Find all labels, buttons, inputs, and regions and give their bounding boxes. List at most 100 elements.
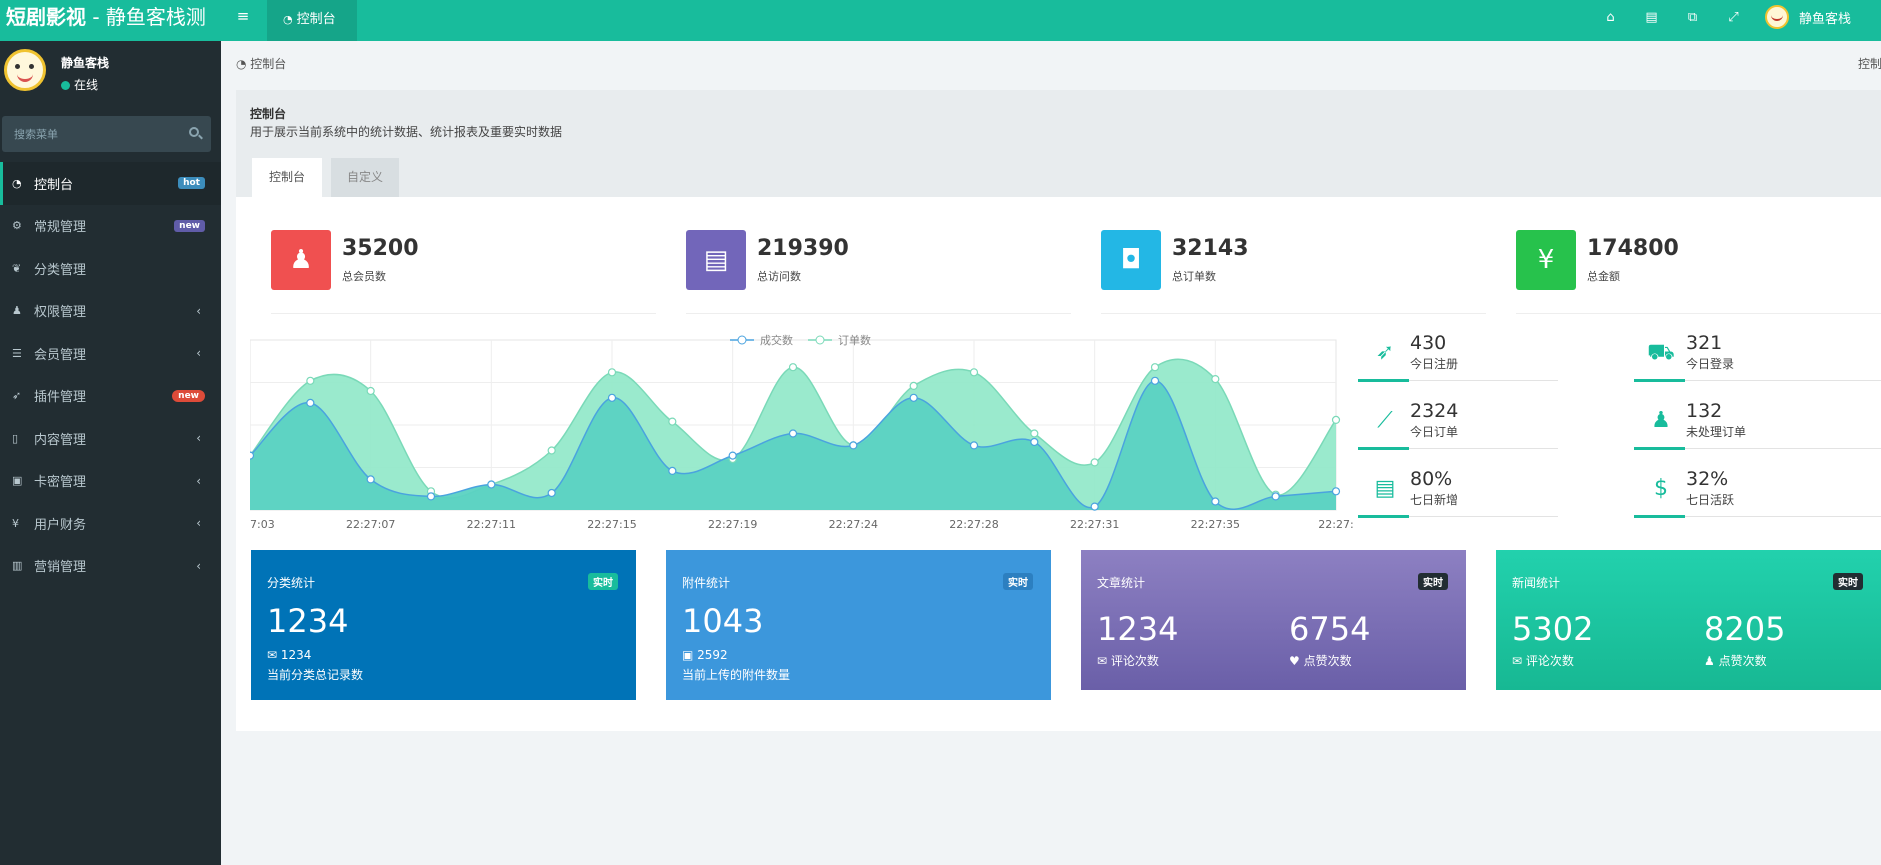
card-category-stats: 分类统计 实时 1234 ✉ 1234 当前分类总记录数 xyxy=(251,550,636,700)
realtime-badge: 实时 xyxy=(1003,573,1033,590)
breadcrumb-right[interactable]: 控制 xyxy=(1858,57,1881,71)
dashboard-icon: ◔ xyxy=(283,13,293,26)
sidebar-item-dashboard[interactable]: ◔ 控制台 hot xyxy=(0,162,221,205)
stat-total-members: ♟ 35200 总会员数 xyxy=(271,230,656,314)
deal-point xyxy=(1030,437,1039,447)
deal-point xyxy=(1331,487,1341,496)
top-toolbar: ⌂ ▤ ⧉ ⤢ xyxy=(1590,0,1754,34)
deal-point xyxy=(788,429,798,438)
card-attachment-stats: 附件统计 实时 1043 ▣ 2592 当前上传的附件数量 xyxy=(666,550,1051,700)
mini-stat-seven-day-new: ▤ 80% 七日新增 xyxy=(1358,466,1558,518)
progress-bar xyxy=(1634,379,1685,382)
menu-toggle-button[interactable]: ≡ xyxy=(228,0,258,34)
home-icon[interactable]: ⌂ xyxy=(1606,9,1615,25)
order-point xyxy=(366,386,375,396)
card-article-stats: 文章统计 实时 1234 ✉ 评论次数 6754 ♥ 点赞次数 xyxy=(1081,550,1466,690)
card-sub: ▣ 2592 xyxy=(682,648,728,662)
chevron-left-icon: ‹ xyxy=(196,303,201,318)
sidebar-item-cardkeys[interactable]: ▣ 卡密管理 ‹ xyxy=(12,473,201,491)
sidebar-item-general[interactable]: ⚙ 常规管理 new xyxy=(0,205,221,248)
sidebar-item-members[interactable]: ☰ 会员管理 ‹ xyxy=(12,346,201,363)
order-point xyxy=(668,417,677,426)
x-tick-label: 22:27:15 xyxy=(587,518,636,530)
deal-point xyxy=(1090,502,1099,511)
picture-icon: ▣ xyxy=(682,648,698,662)
trash-icon[interactable]: ▤ xyxy=(1645,9,1658,25)
yen-icon: ¥ xyxy=(12,516,19,530)
order-point xyxy=(1211,374,1220,384)
mini-stat-today-orders: ⟋ 2324 今日订单 xyxy=(1358,398,1558,450)
chevron-left-icon: ‹ xyxy=(196,558,201,573)
panel-heading: 控制台 用于展示当前系统中的统计数据、统计报表及重要实时数据 控制台 自定义 xyxy=(236,90,1881,197)
bar-chart-icon: ▥ xyxy=(12,559,23,573)
sidebar-avatar xyxy=(4,49,46,91)
tab-dashboard-panel[interactable]: 控制台 xyxy=(252,158,322,197)
comment-icon: ✉ xyxy=(267,648,281,662)
deal-point xyxy=(849,441,858,450)
area-chart: 7:03 22:27:07 22:27:11 22:27:15 22:27:19 22:2… xyxy=(250,333,1354,530)
legend-deal-marker xyxy=(737,335,747,345)
progress-bar xyxy=(1358,447,1409,450)
legend-order-label: 订单数 xyxy=(838,334,871,347)
new-badge: new xyxy=(172,389,205,402)
heart-icon: ♥ xyxy=(1289,654,1304,668)
sidebar-menu: ◔ 控制台 hot ⚙ 常规管理 new ❦ 分类管理 ♟ 权限管理 ‹ ☰ 会… xyxy=(0,162,221,587)
realtime-badge: 实时 xyxy=(1833,573,1863,590)
x-tick-label: 22:27:35 xyxy=(1191,518,1240,530)
sidebar-item-marketing[interactable]: ▥ 营销管理 ‹ xyxy=(12,558,201,576)
progress-bar xyxy=(1634,447,1685,450)
stat-total-orders: ◘ 32143 总订单数 xyxy=(1101,230,1486,314)
chevron-left-icon: ‹ xyxy=(196,516,201,530)
dashboard-panel: 控制台 用于展示当前系统中的统计数据、统计报表及重要实时数据 控制台 自定义 ♟… xyxy=(236,90,1881,731)
x-tick-label: 22:27:31 xyxy=(1070,518,1119,530)
deal-point xyxy=(487,480,496,489)
order-point xyxy=(788,363,798,372)
tab-dashboard[interactable]: ◔ 控制台 xyxy=(267,0,357,41)
order-point xyxy=(1090,458,1099,467)
order-point xyxy=(1030,429,1039,438)
deal-point xyxy=(1271,492,1280,501)
deal-point xyxy=(306,398,315,408)
deal-point xyxy=(547,488,556,498)
language-icon[interactable]: ⧉ xyxy=(1687,9,1698,25)
card-half-comments: 1234 ✉ 评论次数 xyxy=(1097,610,1179,668)
deal-point xyxy=(607,393,617,402)
order-point xyxy=(607,368,617,377)
x-tick-label: 22:27: xyxy=(1318,518,1353,530)
deal-point xyxy=(728,451,737,460)
shopping-bag-icon: ◘ xyxy=(1101,230,1161,290)
brand-logo[interactable]: 短剧影视 - 静鱼客栈测 xyxy=(6,5,206,29)
top-navbar: 短剧影视 - 静鱼客栈测 ≡ ◔ 控制台 ⌂ ▤ ⧉ ⤢ 静鱼客栈 xyxy=(0,0,1881,41)
sidebar-item-plugins[interactable]: ➶ 插件管理 new xyxy=(0,375,221,418)
dashboard-icon: ◔ xyxy=(12,176,22,190)
top-user-menu[interactable]: 静鱼客栈 xyxy=(1765,5,1851,29)
yen-icon: ¥ xyxy=(1516,230,1576,290)
menu-search-input[interactable] xyxy=(2,116,172,152)
hot-badge: hot xyxy=(178,177,205,189)
search-icon[interactable] xyxy=(189,127,199,137)
avatar xyxy=(1765,5,1789,29)
file-icon: ▯ xyxy=(12,431,19,445)
deal-point xyxy=(426,492,436,501)
fullscreen-icon[interactable]: ⤢ xyxy=(1728,9,1739,25)
new-badge: new xyxy=(174,219,205,232)
tab-custom[interactable]: 自定义 xyxy=(331,158,399,197)
realtime-badge: 实时 xyxy=(588,573,618,590)
chevron-left-icon: ‹ xyxy=(196,346,201,360)
sidebar-item-auth[interactable]: ♟ 权限管理 ‹ xyxy=(12,303,201,321)
sidebar-item-category[interactable]: ❦ 分类管理 xyxy=(12,261,87,278)
line-chart-icon: ⟋ xyxy=(1377,408,1393,433)
legend-deal-label: 成交数 xyxy=(760,333,793,347)
chevron-left-icon: ‹ xyxy=(196,431,201,445)
page-title: 控制台 xyxy=(250,107,287,121)
realtime-badge: 实时 xyxy=(1418,573,1448,590)
x-tick-label: 22:27:28 xyxy=(949,518,998,530)
x-tick-label: 22:27:07 xyxy=(346,518,395,530)
sidebar-item-finance[interactable]: ¥ 用户财务 ‹ xyxy=(12,516,201,533)
sidebar: 静鱼客栈 在线 ◔ 控制台 hot ⚙ 常规管理 new ❦ 分类管理 ♟ 权限… xyxy=(0,41,221,865)
card-half-likes: 8205 ♟ 点赞次数 xyxy=(1704,610,1786,668)
sidebar-item-content[interactable]: ▯ 内容管理 ‹ xyxy=(12,431,201,448)
leaf-icon: ❦ xyxy=(12,261,22,275)
order-point xyxy=(969,368,979,377)
stat-total-visits: ▤ 219390 总访问数 xyxy=(686,230,1071,314)
